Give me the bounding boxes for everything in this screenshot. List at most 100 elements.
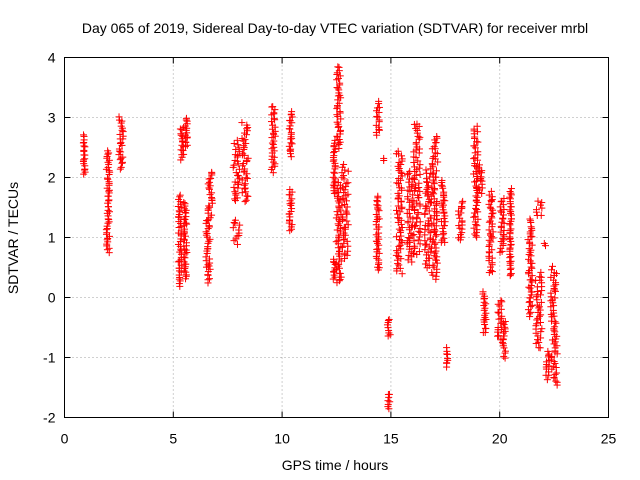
data-point — [342, 183, 350, 191]
data-point — [479, 288, 487, 296]
data-point — [425, 254, 433, 262]
data-point — [410, 231, 418, 239]
data-point — [404, 256, 412, 264]
data-point — [528, 233, 536, 241]
data-point — [431, 227, 439, 235]
data-point — [405, 251, 413, 259]
data-point — [406, 213, 414, 221]
data-point — [478, 167, 486, 175]
data-point — [337, 224, 345, 232]
data-point — [533, 296, 541, 304]
data-point — [231, 178, 239, 186]
data-point — [423, 203, 431, 211]
y-tick-label: 2 — [48, 170, 56, 186]
data-point — [440, 229, 448, 237]
data-point — [385, 327, 393, 335]
data-point — [344, 221, 352, 229]
data-point — [429, 154, 437, 162]
data-point — [375, 116, 383, 124]
data-point — [176, 277, 184, 285]
y-tick-label: -2 — [43, 410, 56, 426]
data-point — [410, 237, 418, 245]
data-point — [395, 158, 403, 166]
data-point — [80, 132, 88, 140]
data-point — [176, 248, 184, 256]
data-point — [550, 358, 558, 366]
data-point — [537, 291, 545, 299]
data-point — [238, 119, 246, 127]
data-point — [506, 244, 514, 252]
data-point — [487, 205, 495, 213]
data-point — [414, 208, 422, 216]
x-tick-label: 10 — [274, 431, 290, 447]
data-point — [416, 187, 424, 195]
data-point — [438, 176, 446, 184]
data-points — [79, 63, 561, 413]
y-tick-label: 0 — [48, 290, 56, 306]
data-point — [415, 179, 423, 187]
data-point — [234, 141, 242, 149]
data-point — [81, 143, 89, 151]
data-point — [430, 190, 438, 198]
data-point — [232, 169, 240, 177]
data-point — [330, 168, 338, 176]
data-point — [386, 331, 394, 339]
data-point — [543, 376, 551, 384]
data-point — [375, 103, 383, 111]
data-point — [287, 153, 295, 161]
data-point — [333, 226, 341, 234]
data-point — [338, 194, 346, 202]
data-point — [205, 202, 213, 210]
data-point — [102, 226, 110, 234]
data-point — [384, 397, 392, 405]
y-tick-label: 1 — [48, 230, 56, 246]
data-point — [396, 184, 404, 192]
data-point — [238, 176, 246, 184]
data-point — [416, 225, 424, 233]
data-point — [507, 203, 515, 211]
data-point — [416, 200, 424, 208]
data-point — [507, 185, 515, 193]
data-point — [443, 344, 451, 352]
data-point — [334, 63, 342, 71]
data-point — [239, 149, 247, 157]
data-point — [500, 205, 508, 213]
data-point — [238, 189, 246, 197]
data-point — [489, 228, 497, 236]
data-point — [552, 363, 560, 371]
data-point — [414, 191, 422, 199]
data-point — [485, 243, 493, 251]
data-point — [488, 210, 496, 218]
data-point — [332, 265, 340, 273]
data-point — [500, 194, 508, 202]
data-point — [206, 255, 214, 263]
data-point — [494, 300, 502, 308]
data-point — [230, 140, 238, 148]
x-tick-label: 20 — [492, 431, 508, 447]
data-point — [333, 118, 341, 126]
data-point — [485, 236, 493, 244]
data-point — [205, 185, 213, 193]
data-point — [208, 168, 216, 176]
chart-title: Day 065 of 2019, Sidereal Day-to-day VTE… — [82, 20, 588, 36]
data-point — [405, 234, 413, 242]
data-point — [500, 332, 508, 340]
data-point — [532, 206, 540, 214]
data-point — [474, 148, 482, 156]
data-point — [525, 298, 533, 306]
data-point — [117, 148, 125, 156]
data-point — [525, 255, 533, 263]
data-point — [116, 165, 124, 173]
data-point — [118, 159, 126, 167]
data-point — [473, 193, 481, 201]
data-point — [330, 149, 338, 157]
data-point — [208, 189, 216, 197]
data-point — [231, 156, 239, 164]
data-point — [488, 193, 496, 201]
data-point — [334, 193, 342, 201]
data-point — [410, 163, 418, 171]
data-point — [180, 236, 188, 244]
data-point — [473, 122, 481, 130]
data-point — [415, 248, 423, 256]
data-point — [414, 157, 422, 165]
